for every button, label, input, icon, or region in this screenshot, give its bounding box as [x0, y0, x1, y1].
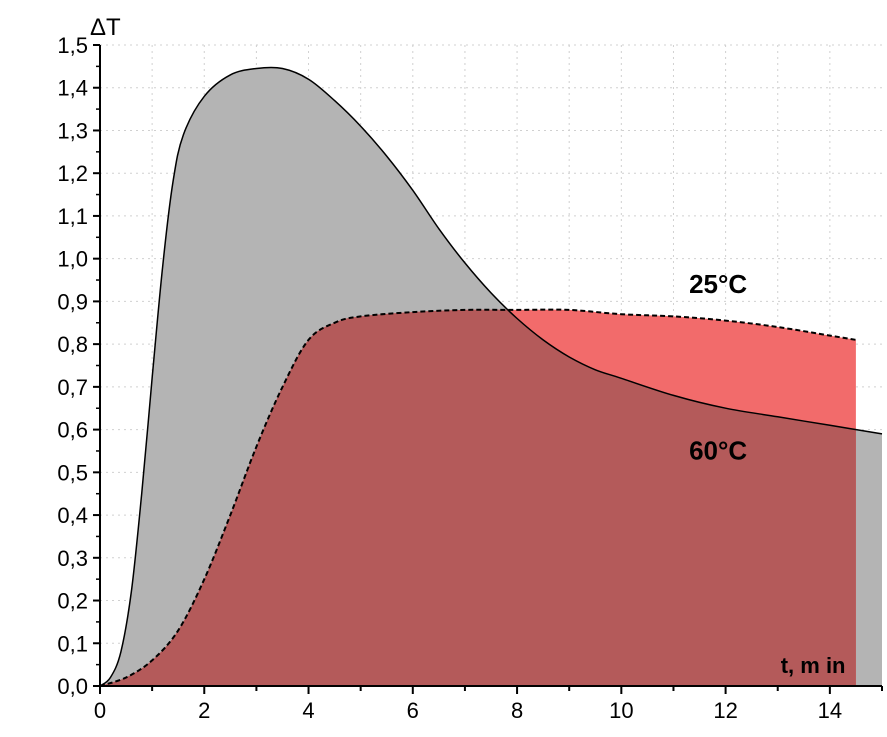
ticks: 0,0 0,1 0,2 0,3 0,4 0,5 0,6 0,7 0,8 0,9 1,0 1,1 1,2 1… — [57, 33, 883, 723]
y-tick-label: 0,0 — [57, 674, 88, 699]
x-tick-label: 2 — [198, 698, 210, 723]
annotation-25c: 25°C — [689, 269, 747, 299]
x-tick-label: 10 — [609, 698, 633, 723]
x-tick-label: 4 — [302, 698, 314, 723]
y-tick-label: 0,1 — [57, 631, 88, 656]
y-tick-label: 0,2 — [57, 589, 88, 614]
y-tick-label: 1,3 — [57, 118, 88, 143]
line-25c — [99, 308, 857, 687]
area-overlap — [100, 309, 856, 686]
y-tick-label: 1,4 — [57, 76, 88, 101]
y-tick-label: 0,7 — [57, 375, 88, 400]
y-tick-label: 1,1 — [57, 204, 88, 229]
x-tick-label: 6 — [407, 698, 419, 723]
y-tick-label: 0,5 — [57, 460, 88, 485]
annotation-60c: 60°C — [689, 436, 747, 466]
x-tick-label: 14 — [818, 698, 842, 723]
y-tick-label: 1,2 — [57, 161, 88, 186]
y-tick-label: 0,4 — [57, 503, 88, 528]
y-tick-label: 0,9 — [57, 289, 88, 314]
y-tick-label: 0,8 — [57, 332, 88, 357]
x-tick-label: 12 — [713, 698, 737, 723]
y-tick-label: 1,0 — [57, 247, 88, 272]
y-axis-label: ΔT — [90, 14, 121, 41]
y-tick-label: 1,5 — [57, 33, 88, 58]
y-tick-label: 0,6 — [57, 418, 88, 443]
y-tick-label: 0,3 — [57, 546, 88, 571]
x-tick-label: 0 — [94, 698, 106, 723]
x-axis-label: t, m in — [781, 653, 846, 678]
line-60c — [99, 66, 883, 687]
x-tick-label: 8 — [511, 698, 523, 723]
